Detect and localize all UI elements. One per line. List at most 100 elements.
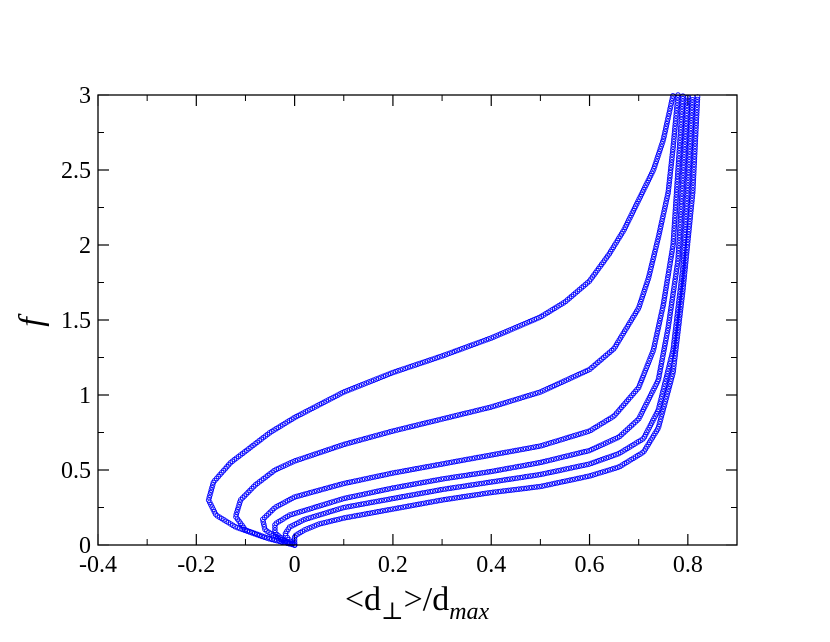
data-point <box>655 233 662 240</box>
data-point <box>299 508 305 514</box>
data-point <box>650 256 656 263</box>
data-point <box>613 451 619 458</box>
data-point <box>685 234 692 240</box>
data-point <box>454 494 460 501</box>
data-point <box>433 462 440 468</box>
data-point <box>358 382 365 388</box>
data-point <box>658 312 664 319</box>
data-point <box>344 440 350 447</box>
x-tick-label: 0.8 <box>673 552 703 578</box>
data-point <box>671 281 678 287</box>
data-point <box>356 383 362 389</box>
data-point <box>358 501 364 508</box>
data-point <box>309 505 315 511</box>
data-point <box>655 236 661 242</box>
data-point <box>378 497 385 504</box>
data-point <box>583 461 590 468</box>
data-point <box>660 386 667 392</box>
data-point <box>442 486 449 492</box>
data-point <box>659 141 665 147</box>
data-point <box>349 493 355 500</box>
data-point <box>653 335 659 342</box>
data-point <box>585 473 591 480</box>
data-point <box>324 447 331 453</box>
data-point <box>300 517 307 523</box>
data-point <box>309 489 315 495</box>
data-point <box>610 452 617 459</box>
data-point <box>659 305 666 311</box>
data-point <box>505 465 511 472</box>
data-point <box>482 469 488 476</box>
y-tick-label: 2.5 <box>61 158 91 184</box>
data-point <box>234 509 240 515</box>
data-point <box>319 486 325 493</box>
data-point <box>684 187 691 194</box>
data-point <box>451 474 457 480</box>
data-point <box>680 167 687 174</box>
data-point <box>641 289 647 295</box>
data-point <box>667 167 674 173</box>
data-point <box>451 459 457 465</box>
data-point <box>681 270 688 276</box>
data-point <box>351 438 358 445</box>
data-point <box>600 469 606 475</box>
data-point <box>661 343 668 349</box>
data-point <box>674 173 681 180</box>
data-point <box>234 506 241 513</box>
data-point <box>676 314 683 320</box>
data-point <box>444 414 451 421</box>
data-point <box>471 471 478 477</box>
data-point <box>356 437 363 443</box>
data-point <box>425 463 432 470</box>
data-point <box>264 535 270 541</box>
data-point <box>372 509 378 516</box>
data-point <box>539 483 545 489</box>
data-point <box>366 434 373 441</box>
data-point <box>694 104 700 111</box>
data-point <box>429 356 436 362</box>
data-point <box>689 195 695 201</box>
data-point <box>670 291 676 298</box>
data-point <box>379 472 386 478</box>
data-point <box>650 348 656 354</box>
data-point <box>658 413 665 420</box>
x-tick-label: 0 <box>289 552 301 578</box>
data-point <box>668 164 674 171</box>
data-point <box>458 483 464 490</box>
data-point <box>677 222 683 228</box>
data-point <box>315 512 322 518</box>
data-point <box>694 99 701 105</box>
data-point <box>346 514 353 520</box>
data-point <box>423 500 430 506</box>
data-point <box>558 454 565 461</box>
data-point <box>659 218 665 225</box>
data-point <box>419 359 426 366</box>
data-point <box>471 455 478 461</box>
data-point <box>680 288 686 295</box>
data-point <box>536 483 543 490</box>
data-point <box>387 470 394 477</box>
data-point <box>500 488 507 494</box>
data-point <box>308 514 314 521</box>
data-point <box>680 162 687 168</box>
data-point <box>389 485 396 491</box>
data-point <box>597 469 604 476</box>
data-point <box>433 477 439 483</box>
data-point <box>395 469 401 475</box>
data-point <box>394 427 400 433</box>
data-point <box>665 325 671 331</box>
data-point <box>684 193 690 199</box>
data-point <box>671 136 677 142</box>
data-point <box>691 164 697 170</box>
data-point <box>520 394 526 401</box>
data-point <box>392 368 399 375</box>
data-point <box>546 481 553 488</box>
data-point <box>313 513 319 519</box>
data-point <box>480 406 486 412</box>
data-point <box>456 458 463 464</box>
data-point <box>572 476 578 482</box>
data-point <box>678 121 684 128</box>
data-point <box>261 521 267 528</box>
data-point <box>396 426 403 433</box>
data-point <box>432 417 438 424</box>
